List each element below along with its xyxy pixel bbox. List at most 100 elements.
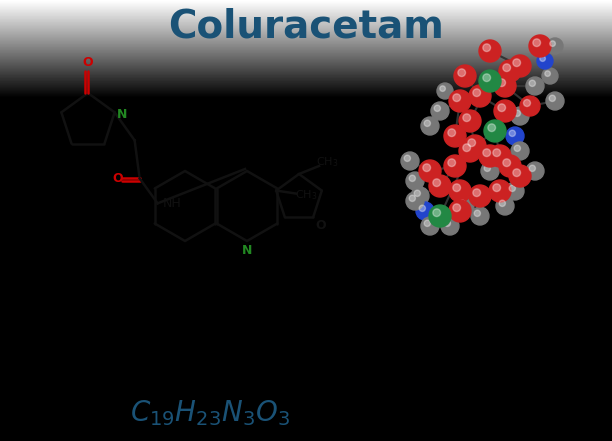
Circle shape [437,83,453,99]
Circle shape [529,35,551,57]
Text: N: N [242,244,252,258]
Circle shape [463,144,471,152]
Circle shape [483,44,491,52]
Circle shape [409,195,416,202]
Circle shape [533,39,540,47]
Circle shape [474,210,480,217]
Circle shape [419,160,441,182]
Text: CH$_3$: CH$_3$ [316,155,338,169]
Circle shape [503,159,510,167]
Circle shape [453,204,461,212]
Circle shape [550,41,556,46]
Circle shape [526,77,544,95]
Circle shape [484,120,506,142]
Circle shape [409,175,416,181]
Circle shape [406,192,424,210]
Circle shape [449,180,471,202]
Circle shape [444,220,450,226]
Circle shape [509,55,531,77]
Circle shape [469,185,491,207]
Circle shape [493,184,501,191]
Text: O: O [113,172,123,185]
Circle shape [498,104,506,112]
Circle shape [448,129,455,137]
Circle shape [489,180,511,202]
Circle shape [416,202,434,220]
Circle shape [537,53,553,69]
Circle shape [459,110,481,132]
Circle shape [458,69,466,77]
Circle shape [469,85,491,107]
Circle shape [513,169,521,176]
Circle shape [529,165,536,172]
Circle shape [494,75,516,97]
Text: O: O [83,56,93,70]
Circle shape [434,105,441,112]
Circle shape [520,96,540,116]
Circle shape [404,155,411,161]
Circle shape [542,68,558,84]
Circle shape [546,92,564,110]
Circle shape [547,38,563,54]
Circle shape [468,139,476,146]
Circle shape [429,175,451,197]
Circle shape [414,190,420,196]
Circle shape [431,102,449,120]
Circle shape [513,59,521,67]
Circle shape [499,60,521,82]
Circle shape [440,86,446,91]
Circle shape [464,135,486,157]
Circle shape [459,200,466,206]
Text: Coluracetam: Coluracetam [168,7,444,45]
Circle shape [424,220,430,226]
Circle shape [471,207,489,225]
Circle shape [444,155,466,177]
Circle shape [459,140,481,162]
Circle shape [423,164,431,172]
Text: CH$_3$: CH$_3$ [295,189,318,202]
Circle shape [444,125,466,147]
Circle shape [494,100,516,122]
Circle shape [456,197,474,215]
Circle shape [449,200,471,222]
Circle shape [496,197,514,215]
Circle shape [401,152,419,170]
Circle shape [484,165,490,172]
Circle shape [526,162,544,180]
Circle shape [481,162,499,180]
Circle shape [453,184,461,191]
Text: $C_{19}H_{23}N_3O_3$: $C_{19}H_{23}N_3O_3$ [130,398,290,428]
Circle shape [421,117,439,135]
Circle shape [523,100,531,106]
Circle shape [529,80,536,86]
Circle shape [488,124,496,131]
Circle shape [549,95,556,101]
Circle shape [493,149,501,157]
Circle shape [514,110,520,116]
Text: O: O [316,219,326,232]
Circle shape [453,94,461,101]
Circle shape [499,200,506,206]
Circle shape [545,71,550,76]
Circle shape [429,205,451,227]
Circle shape [540,56,545,61]
Circle shape [421,217,439,235]
Circle shape [506,127,524,145]
Circle shape [433,179,441,187]
Circle shape [473,89,480,97]
Circle shape [489,145,511,167]
Circle shape [483,74,491,82]
Circle shape [499,155,521,177]
Circle shape [473,189,480,197]
Circle shape [411,187,429,205]
Circle shape [441,217,459,235]
Circle shape [498,79,506,86]
Circle shape [449,90,471,112]
Circle shape [463,114,471,122]
Circle shape [454,65,476,87]
Circle shape [514,145,520,151]
Circle shape [509,130,515,136]
Circle shape [511,107,529,125]
Circle shape [509,165,531,187]
Circle shape [406,172,424,190]
